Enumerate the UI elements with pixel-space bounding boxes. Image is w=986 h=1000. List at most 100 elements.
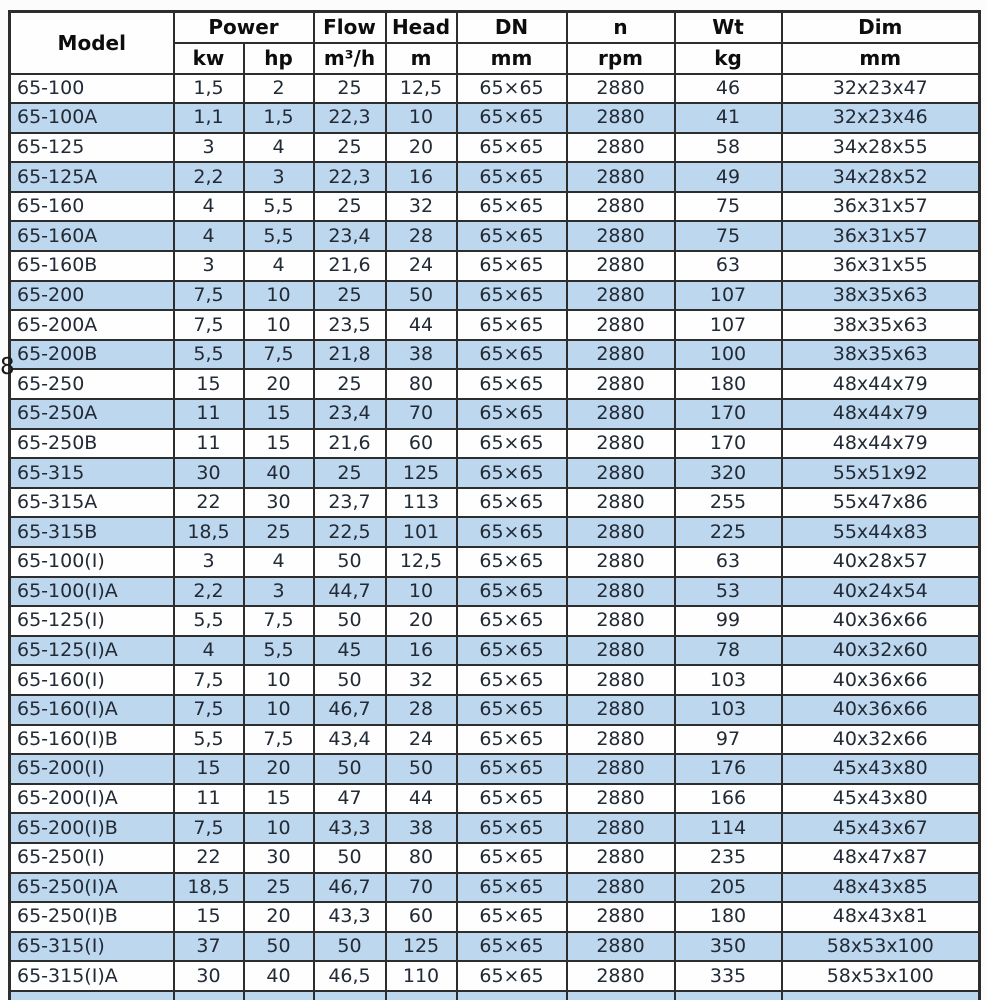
head-cell: 101 — [384, 516, 458, 548]
col-header-n-unit: rpm — [565, 41, 676, 75]
model-cell: 65-160(I)A — [8, 693, 175, 726]
power-kw-cell: 3 — [172, 131, 245, 164]
wt-cell: 205 — [673, 871, 783, 904]
col-header-dim-unit: mm — [780, 41, 981, 75]
head-cell: 50 — [384, 753, 458, 785]
head-cell — [384, 989, 458, 1000]
table-row: 65-100 1,5 2 25 12,5 65×65 2880 46 32x23x47 — [8, 72, 981, 105]
flow-cell: 43,3 — [312, 812, 387, 844]
n-cell: 2880 — [565, 634, 676, 667]
wt-cell: 46 — [673, 72, 783, 105]
head-cell: 113 — [384, 486, 458, 519]
pump-spec-table-wrap: Model Power Flow Head DN n Wt Dim kw hp … — [8, 10, 981, 1000]
model-cell — [8, 989, 175, 1000]
dn-cell: 65×65 — [455, 664, 568, 696]
table-row: 65-160(I)B 5,5 7,5 43,4 24 65×65 2880 97 40x32x6… — [8, 723, 981, 756]
dn-cell: 65×65 — [455, 782, 568, 815]
head-cell: 28 — [384, 220, 458, 253]
n-cell: 2880 — [565, 516, 676, 548]
dn-cell: 65×65 — [455, 457, 568, 489]
table-row: 65-250A 11 15 23,4 70 65×65 2880 170 48x44x79 — [8, 398, 981, 430]
dn-cell: 65×65 — [455, 220, 568, 253]
power-hp-cell: 15 — [242, 398, 315, 430]
head-cell: 44 — [384, 309, 458, 341]
table-row: 65-250B 11 15 21,6 60 65×65 2880 170 48x44x79 — [8, 427, 981, 460]
head-cell: 38 — [384, 812, 458, 844]
head-cell: 32 — [384, 664, 458, 696]
power-kw-cell: 11 — [172, 398, 245, 430]
model-cell: 65-250(I)A — [8, 871, 175, 904]
power-kw-cell: 3 — [172, 546, 245, 578]
model-cell: 65-315 — [8, 457, 175, 489]
table-row-partial — [8, 989, 981, 1000]
n-cell: 2880 — [565, 723, 676, 756]
dn-cell: 65×65 — [455, 634, 568, 667]
n-cell: 2880 — [565, 546, 676, 578]
power-kw-cell: 22 — [172, 486, 245, 519]
dn-cell: 65×65 — [455, 516, 568, 548]
wt-cell: 75 — [673, 220, 783, 253]
wt-cell: 41 — [673, 102, 783, 134]
col-header-dn-unit: mm — [455, 41, 568, 75]
power-hp-cell: 40 — [242, 457, 315, 489]
table-row: 65-160A 4 5,5 23,4 28 65×65 2880 75 36x31x57 — [8, 220, 981, 253]
power-hp-cell: 15 — [242, 427, 315, 460]
wt-cell: 49 — [673, 161, 783, 193]
power-kw-cell: 4 — [172, 220, 245, 253]
table-row: 65-200 7,5 10 25 50 65×65 2880 107 38x35x63 — [8, 279, 981, 312]
power-kw-cell: 1,5 — [172, 72, 245, 105]
flow-cell: 21,6 — [312, 427, 387, 460]
power-hp-cell: 5,5 — [242, 220, 315, 253]
power-hp-cell: 10 — [242, 812, 315, 844]
power-hp-cell — [242, 989, 315, 1000]
power-hp-cell: 7,5 — [242, 338, 315, 371]
flow-cell: 21,8 — [312, 338, 387, 371]
dim-cell: 48x44x79 — [780, 398, 981, 430]
power-hp-cell: 10 — [242, 693, 315, 726]
dn-cell: 65×65 — [455, 871, 568, 904]
power-kw-cell: 18,5 — [172, 871, 245, 904]
model-cell: 65-250(I) — [8, 841, 175, 874]
dim-cell: 55x47x86 — [780, 486, 981, 519]
power-kw-cell: 37 — [172, 930, 245, 963]
dim-cell: 48x47x87 — [780, 841, 981, 874]
dim-cell: 48x43x85 — [780, 871, 981, 904]
model-cell: 65-100A — [8, 102, 175, 134]
dn-cell: 65×65 — [455, 279, 568, 312]
col-header-n: n — [565, 10, 676, 44]
dn-cell: 65×65 — [455, 131, 568, 164]
n-cell: 2880 — [565, 131, 676, 164]
head-cell: 12,5 — [384, 546, 458, 578]
flow-cell: 50 — [312, 605, 387, 637]
col-header-flow-unit: m³/h — [312, 41, 387, 75]
dim-cell: 34x28x55 — [780, 131, 981, 164]
wt-cell: 180 — [673, 901, 783, 933]
wt-cell: 100 — [673, 338, 783, 371]
power-kw-cell: 2,2 — [172, 575, 245, 608]
col-header-hp: hp — [242, 41, 315, 75]
flow-cell: 46,5 — [312, 960, 387, 992]
flow-cell: 22,5 — [312, 516, 387, 548]
model-cell: 65-125(I) — [8, 605, 175, 637]
dim-cell: 55x51x92 — [780, 457, 981, 489]
dn-cell: 65×65 — [455, 72, 568, 105]
power-kw-cell: 15 — [172, 368, 245, 401]
table-row: 65-125(I) 5,5 7,5 50 20 65×65 2880 99 40x36x66 — [8, 605, 981, 637]
dim-cell: 40x32x66 — [780, 723, 981, 756]
table-row: 65-315B 18,5 25 22,5 101 65×65 2880 225 55x44x83 — [8, 516, 981, 548]
dn-cell — [455, 989, 568, 1000]
model-cell: 65-100(I)A — [8, 575, 175, 608]
head-cell: 60 — [384, 901, 458, 933]
head-cell: 20 — [384, 605, 458, 637]
power-hp-cell: 5,5 — [242, 190, 315, 223]
model-cell: 65-250(I)B — [8, 901, 175, 933]
power-hp-cell: 20 — [242, 753, 315, 785]
model-cell: 65-200(I)A — [8, 782, 175, 815]
n-cell: 2880 — [565, 930, 676, 963]
dim-cell: 40x36x66 — [780, 693, 981, 726]
power-hp-cell: 10 — [242, 664, 315, 696]
head-cell: 110 — [384, 960, 458, 992]
n-cell: 2880 — [565, 398, 676, 430]
model-cell: 65-315B — [8, 516, 175, 548]
